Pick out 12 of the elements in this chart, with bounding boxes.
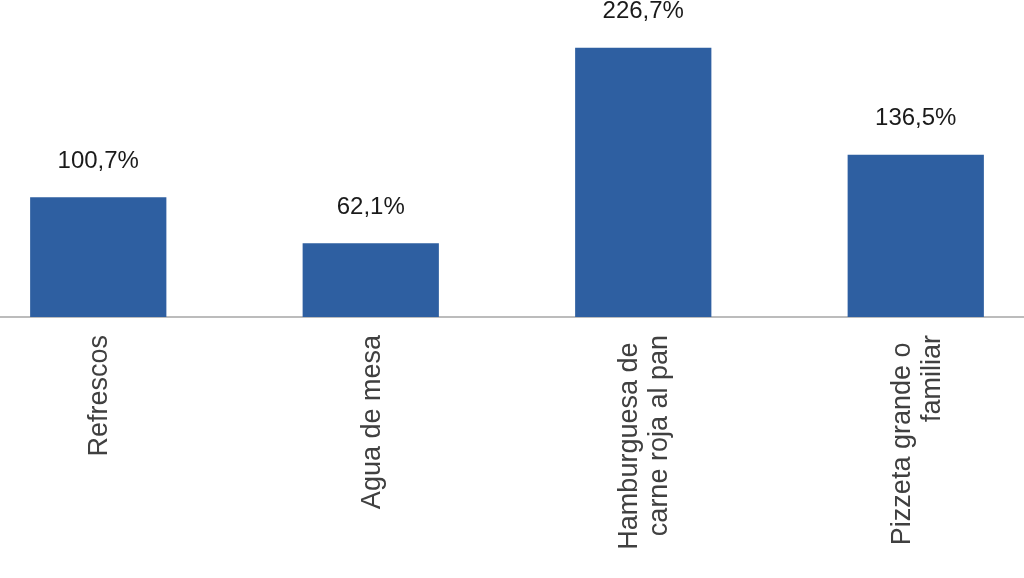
x-tick-label: Refrescos bbox=[83, 335, 114, 457]
bar bbox=[302, 243, 439, 317]
data-label: 100,7% bbox=[57, 145, 139, 173]
x-tick-label: Agua de mesa bbox=[355, 334, 386, 510]
data-label: 136,5% bbox=[875, 103, 957, 131]
x-tick-label: Hamburguesa de carne roja al pan bbox=[613, 335, 674, 550]
data-label: 226,7% bbox=[602, 0, 684, 24]
bar bbox=[30, 197, 167, 317]
bar bbox=[847, 154, 984, 317]
data-label: 62,1% bbox=[336, 191, 405, 219]
bar bbox=[575, 47, 712, 317]
x-tick-label: Pizzeta grande o familiar bbox=[885, 335, 946, 546]
